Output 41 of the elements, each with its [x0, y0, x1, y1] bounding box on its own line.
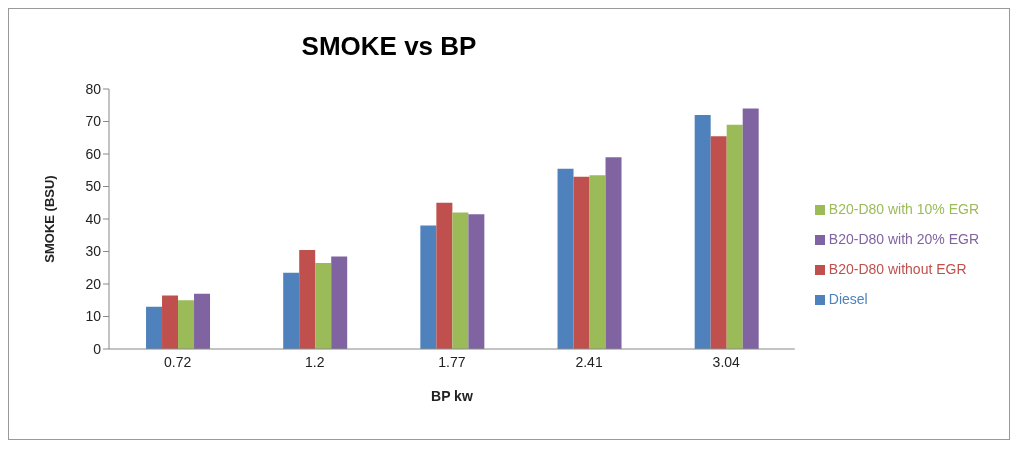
bar	[605, 157, 622, 349]
bar	[178, 300, 195, 349]
bar	[315, 262, 332, 349]
bar	[194, 293, 211, 349]
y-tick-label: 80	[85, 80, 102, 97]
legend-label: B20-D80 with 20% EGR	[828, 231, 979, 247]
bar	[710, 136, 727, 349]
bar	[468, 214, 485, 349]
bar	[436, 202, 453, 349]
bar	[331, 256, 348, 349]
x-tick-label: 1.2	[305, 353, 325, 370]
y-tick-label: 40	[85, 210, 102, 227]
bar	[420, 225, 437, 349]
y-axis-title: SMOKE (BSU)	[41, 175, 57, 263]
x-tick-label: 1.77	[438, 353, 466, 370]
bar	[299, 249, 316, 349]
x-axis-title: BP kw	[431, 388, 473, 404]
bar	[283, 272, 300, 349]
bar	[726, 124, 743, 349]
bar	[589, 175, 606, 349]
y-tick-label: 70	[85, 113, 102, 130]
bar	[557, 168, 574, 349]
y-tick-label: 10	[85, 308, 102, 325]
y-tick-label: 30	[85, 243, 102, 260]
x-tick-label: 0.72	[163, 353, 192, 370]
bar	[452, 212, 469, 349]
y-tick-label: 50	[85, 178, 102, 195]
x-tick-label: 3.04	[712, 353, 741, 370]
bar	[694, 115, 711, 349]
y-tick-label: 20	[85, 275, 102, 292]
y-tick-label: 0	[93, 340, 102, 357]
legend-label: B20-D80 without EGR	[828, 261, 967, 277]
chart-title: SMOKE vs BP	[300, 31, 478, 62]
bar	[742, 108, 759, 349]
y-tick-label: 60	[85, 145, 102, 162]
bar	[162, 295, 179, 349]
bar	[573, 176, 590, 349]
x-tick-label: 2.41	[575, 353, 603, 370]
legend-label: Diesel	[828, 291, 868, 307]
legend-label: B20-D80 with 10% EGR	[828, 201, 979, 217]
bar	[146, 306, 163, 349]
